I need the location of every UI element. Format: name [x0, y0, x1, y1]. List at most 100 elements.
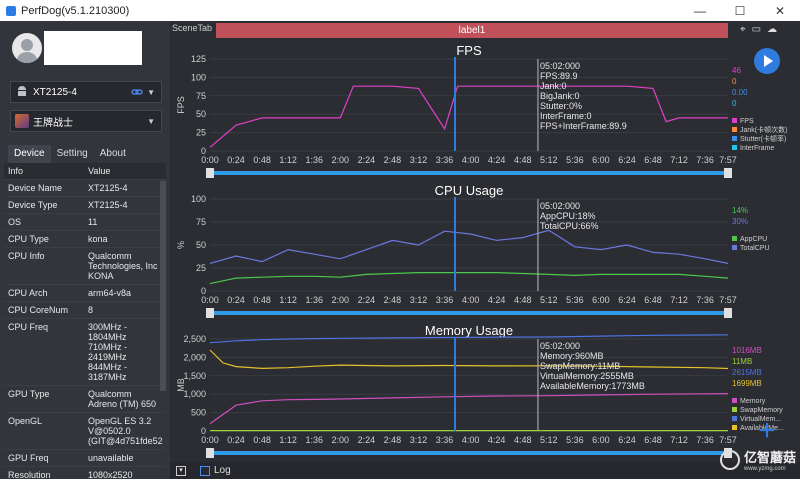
info-key: Device Name	[8, 183, 63, 193]
table-row: CPU Arch arm64-v8a	[4, 285, 166, 302]
time-range-slider[interactable]	[210, 171, 728, 175]
x-tick-label: 1:12	[279, 435, 297, 445]
x-tick-label: 5:36	[566, 155, 584, 165]
tooltip-line: 05:02:000	[540, 61, 580, 71]
play-button[interactable]	[754, 48, 780, 74]
slider-handle-right[interactable]	[724, 168, 732, 178]
time-range-slider[interactable]	[210, 451, 728, 455]
x-tick-label: 5:12	[540, 155, 558, 165]
avatar[interactable]	[12, 33, 42, 63]
column-header-info: Info	[8, 166, 24, 176]
x-tick-label: 3:36	[436, 155, 454, 165]
info-value: XT2125-4	[88, 183, 128, 193]
slider-handle-left[interactable]	[206, 308, 214, 318]
info-value: 300MHz - 1804MHz 710MHz - 2419MHz 844MHz…	[88, 322, 128, 382]
x-tick-label: 3:12	[410, 295, 428, 305]
x-tick-label: 1:12	[279, 155, 297, 165]
x-tick-label: 5:12	[540, 435, 558, 445]
log-checkbox[interactable]	[200, 465, 210, 476]
y-tick-label: 50	[196, 109, 206, 119]
table-row: CPU Freq 300MHz - 1804MHz 710MHz - 2419MH…	[4, 319, 166, 386]
x-tick-label: 1:36	[305, 435, 323, 445]
x-tick-label: 2:24	[358, 295, 376, 305]
tab-setting[interactable]: Setting	[56, 148, 88, 159]
charts-area: FPS FPS 0 25 50 75 100 125 0:00 0:24 0:48 1:12 1:36 2…	[176, 43, 787, 458]
tooltip-line: TotalCPU:66%	[540, 221, 599, 231]
legend-swatch	[732, 136, 737, 141]
x-tick-label: 6:24	[618, 155, 636, 165]
legend-label: AvailableMe...	[740, 425, 784, 432]
legend-swatch	[732, 245, 737, 250]
y-tick-label: 1,000	[183, 389, 206, 399]
legend-label: Memory	[740, 398, 766, 405]
maximize-button[interactable]: ☐	[734, 3, 746, 18]
tooltip-line: FPS:89.9	[540, 71, 578, 81]
info-value: arm64-v8a	[88, 288, 132, 298]
y-tick-label: 2,500	[183, 334, 206, 344]
sidebar-scrollbar[interactable]	[160, 181, 166, 391]
info-value: 1080x2520	[88, 470, 133, 479]
info-value: Qualcomm Technologies, Inc KONA	[88, 251, 158, 281]
x-tick-label: 1:36	[305, 295, 323, 305]
series-line-3	[209, 349, 729, 370]
cloud-icon[interactable]: ☁	[767, 24, 778, 35]
slider-handle-left[interactable]	[206, 448, 214, 458]
legend-swatch	[732, 425, 737, 430]
series-line-0	[209, 272, 729, 285]
device-selector[interactable]: XT2125-4 ▼	[10, 81, 162, 103]
legend-label: AppCPU	[740, 236, 767, 243]
chart-title: Memory Usage	[425, 323, 513, 338]
legend-value: 2615MB	[732, 368, 762, 377]
folder-icon[interactable]: ▭	[751, 24, 762, 35]
info-value: Qualcomm Adreno (TM) 650	[88, 389, 157, 409]
x-tick-label: 4:48	[514, 295, 532, 305]
legend-value: 0	[732, 99, 737, 108]
info-key: CPU Freq	[8, 322, 49, 332]
x-tick-label: 6:48	[644, 295, 662, 305]
username-box	[44, 31, 142, 65]
slider-handle-left[interactable]	[206, 168, 214, 178]
time-range-slider[interactable]	[210, 311, 728, 315]
x-tick-label: 6:00	[592, 295, 610, 305]
tab-about[interactable]: About	[99, 148, 126, 159]
location-icon[interactable]: ⌖	[740, 24, 746, 35]
y-axis-label: FPS	[176, 96, 186, 114]
log-label: Log	[214, 465, 231, 476]
legend-value: 30%	[732, 217, 748, 226]
x-tick-label: 6:48	[644, 435, 662, 445]
slider-handle-right[interactable]	[724, 308, 732, 318]
series-line-0	[209, 85, 728, 148]
tooltip-line: InterFrame:0	[540, 111, 592, 121]
tooltip-line: AppCPU:18%	[540, 211, 596, 221]
y-tick-label: 0	[201, 426, 206, 436]
tab-device[interactable]: Device	[8, 145, 51, 163]
window-title: PerfDog(v5.1.210300)	[21, 4, 130, 17]
series-line-1	[209, 229, 729, 264]
series-line-2	[209, 334, 729, 344]
plot-area	[210, 339, 728, 431]
x-tick-label: 2:48	[384, 295, 402, 305]
minimize-button[interactable]: —	[694, 3, 706, 18]
x-tick-label: 4:00	[462, 155, 480, 165]
legend-value: 0.00	[732, 88, 748, 97]
add-button[interactable]: +	[758, 414, 776, 447]
x-tick-label: 0:24	[227, 295, 245, 305]
table-row: GPU Type Qualcomm Adreno (TM) 650	[4, 386, 166, 413]
scene-tab[interactable]: SceneTab	[172, 23, 213, 33]
app-icon	[15, 114, 29, 128]
info-key: CPU Arch	[8, 288, 48, 298]
x-tick-label: 7:57	[719, 155, 737, 165]
legend-label: Stutter(卡顿率)	[740, 134, 786, 143]
table-row: CPU Type kona	[4, 231, 166, 248]
y-tick-label: 50	[196, 240, 206, 250]
link-icon[interactable]	[131, 86, 143, 98]
chevron-down-icon: ▼	[147, 87, 155, 97]
label-tab[interactable]: label1	[216, 23, 728, 38]
info-key: Device Type	[8, 200, 58, 210]
sidebar: XT2125-4 ▼ 王牌战士 ▼ Device Setting About I…	[0, 21, 170, 479]
app-selector[interactable]: 王牌战士 ▼	[10, 110, 162, 132]
info-key: GPU Freq	[8, 453, 49, 463]
x-tick-label: 6:00	[592, 435, 610, 445]
close-button[interactable]: ✕	[774, 3, 786, 18]
expand-icon[interactable]: ▾	[176, 465, 186, 476]
